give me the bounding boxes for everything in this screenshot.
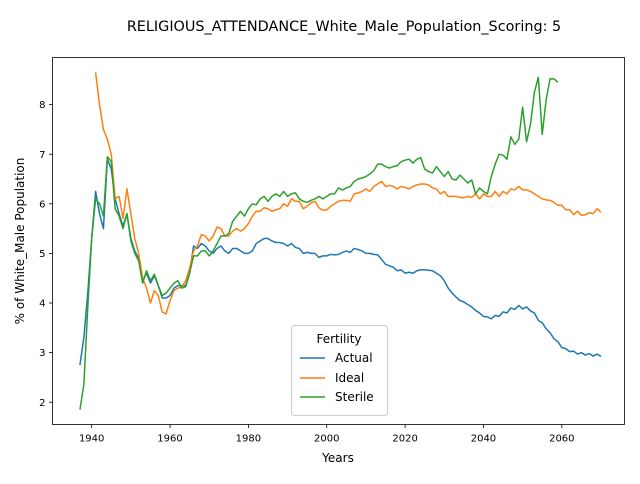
y-tick-label: 2	[39, 398, 45, 409]
y-tick-label: 8	[39, 100, 45, 111]
plot-frame	[52, 57, 625, 425]
legend-label-ideal: Ideal	[335, 371, 364, 385]
ticks-layer: 1940 1960 1980 2000 2020 2040 2060 2 3 4 5 6 7 8	[39, 100, 574, 444]
series-line-ideal	[94, 72, 602, 315]
x-axis-label: Years	[321, 451, 354, 465]
x-tick-label: 1980	[236, 434, 261, 445]
y-tick-label: 3	[39, 348, 45, 359]
y-axis-label: % of White_Male Population	[13, 158, 27, 325]
legend-label-actual: Actual	[335, 351, 373, 365]
x-tick-label: 2040	[471, 434, 496, 445]
y-tick-label: 7	[39, 150, 45, 161]
y-tick-label: 4	[39, 299, 45, 310]
legend: Fertility Actual Ideal Sterile	[291, 325, 388, 416]
legend-box	[291, 325, 388, 416]
y-tick-label: 6	[39, 199, 45, 210]
y-tick-label: 5	[39, 249, 45, 260]
x-tick-label: 1940	[79, 434, 104, 445]
series-line-sterile	[79, 76, 559, 410]
legend-label-sterile: Sterile	[335, 390, 374, 404]
legend-title: Fertility	[316, 332, 361, 346]
series-line-actual	[79, 158, 602, 366]
series-layer	[79, 72, 602, 410]
x-tick-label: 2060	[549, 434, 574, 445]
x-tick-label: 1960	[157, 434, 182, 445]
x-tick-label: 2020	[392, 434, 417, 445]
chart-title: RELIGIOUS_ATTENDANCE_White_Male_Populati…	[127, 19, 561, 35]
x-tick-label: 2000	[314, 434, 339, 445]
